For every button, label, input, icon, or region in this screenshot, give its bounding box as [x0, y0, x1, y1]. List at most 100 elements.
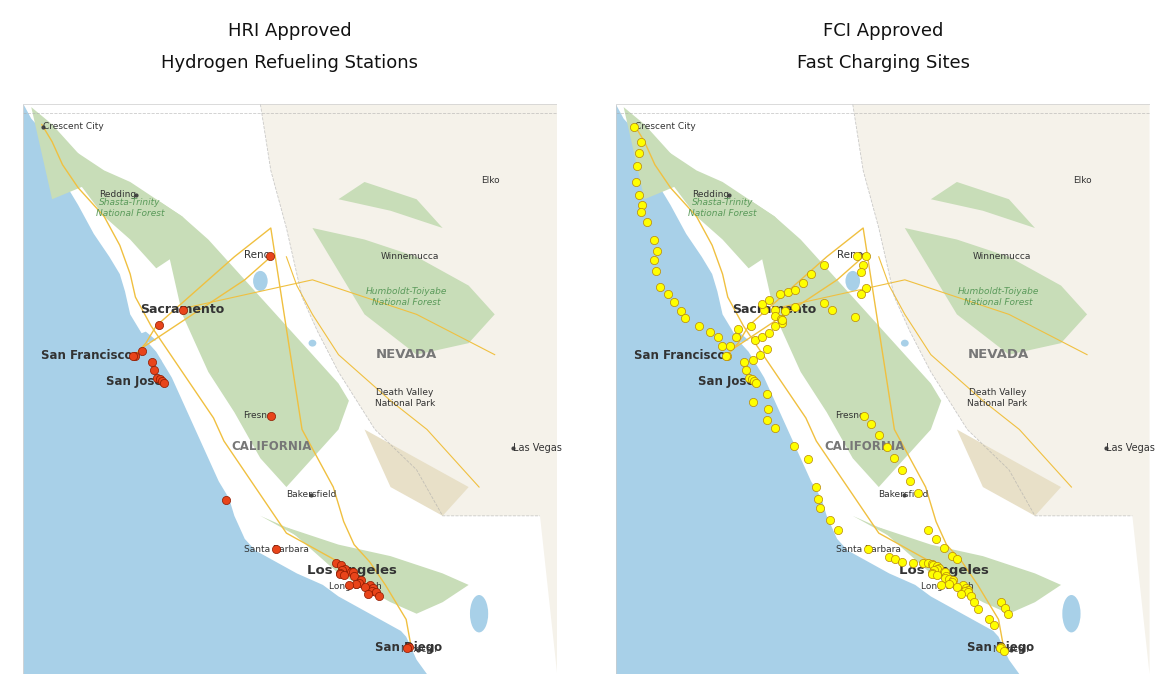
Text: Elko: Elko [1073, 176, 1092, 185]
Point [928, 564, 947, 575]
Point [676, 313, 694, 324]
Point [630, 147, 649, 158]
Point [929, 562, 948, 573]
Point [815, 297, 834, 309]
Point [708, 332, 727, 343]
Polygon shape [23, 104, 427, 674]
Point [778, 287, 796, 298]
Polygon shape [879, 528, 1062, 614]
Point [665, 296, 684, 307]
Point [262, 410, 280, 421]
Point [143, 356, 162, 367]
Text: CALIFORNIA: CALIFORNIA [231, 440, 312, 453]
Point [326, 557, 345, 569]
Text: Redding: Redding [692, 190, 728, 199]
Point [922, 567, 941, 578]
Point [735, 356, 754, 367]
Point [859, 543, 877, 555]
Polygon shape [130, 332, 156, 343]
Point [133, 345, 151, 357]
Polygon shape [616, 104, 1019, 674]
Point [740, 373, 759, 384]
Text: Mexicali: Mexicali [992, 646, 1029, 655]
Point [901, 476, 920, 487]
Point [990, 643, 1009, 654]
Text: Long Beach: Long Beach [328, 582, 381, 591]
Point [862, 418, 881, 430]
Point [924, 564, 943, 575]
Point [846, 311, 865, 322]
Point [936, 566, 955, 578]
Polygon shape [748, 199, 941, 487]
Point [794, 277, 813, 288]
Text: HRI Approved: HRI Approved [228, 22, 352, 40]
Point [144, 364, 163, 375]
Text: FCI Approved: FCI Approved [823, 22, 943, 40]
Point [765, 310, 784, 321]
Point [765, 423, 784, 434]
Point [752, 332, 771, 343]
Ellipse shape [901, 340, 909, 347]
Text: Shasta-Trinity
National Forest: Shasta-Trinity National Forest [96, 198, 164, 218]
Text: Los Angeles: Los Angeles [900, 564, 989, 577]
Point [962, 591, 981, 602]
Point [759, 404, 778, 415]
Point [935, 542, 954, 553]
Point [260, 250, 279, 261]
Point [367, 587, 386, 598]
Point [726, 332, 745, 343]
Point [331, 569, 350, 580]
Polygon shape [853, 104, 1150, 674]
Point [924, 559, 943, 571]
Text: San Francisco: San Francisco [633, 350, 725, 362]
Point [630, 190, 649, 201]
Point [964, 596, 983, 607]
Polygon shape [365, 430, 469, 516]
Point [991, 641, 1010, 653]
Point [760, 327, 779, 338]
Text: Humboldt-Toiyabe
National Forest: Humboldt-Toiyabe National Forest [958, 288, 1039, 306]
Point [940, 578, 958, 589]
Point [174, 304, 192, 316]
Point [991, 596, 1010, 607]
Text: San Diego: San Diego [967, 641, 1035, 653]
Point [821, 514, 840, 525]
Point [928, 560, 947, 571]
Ellipse shape [470, 595, 488, 632]
Text: Shasta-Trinity
National Forest: Shasta-Trinity National Forest [689, 198, 757, 218]
Text: Winnemucca: Winnemucca [380, 252, 439, 261]
Text: Hydrogen Refueling Stations: Hydrogen Refueling Stations [161, 54, 419, 72]
Point [344, 566, 362, 578]
Point [927, 570, 945, 581]
Point [690, 320, 708, 332]
Polygon shape [957, 430, 1062, 516]
Point [856, 250, 875, 261]
Point [914, 557, 933, 569]
Point [786, 285, 805, 296]
Text: Winnemucca: Winnemucca [972, 252, 1031, 261]
Text: Santa Barbara: Santa Barbara [836, 545, 901, 554]
Point [852, 267, 870, 278]
Point [960, 587, 978, 598]
Polygon shape [312, 228, 495, 354]
Polygon shape [260, 104, 557, 674]
Point [942, 550, 961, 562]
Text: Santa Barbara: Santa Barbara [244, 545, 308, 554]
Point [359, 589, 378, 600]
Point [869, 430, 888, 441]
Point [741, 320, 760, 332]
Point [954, 580, 972, 591]
Point [746, 335, 765, 346]
Point [760, 295, 779, 306]
Text: Las Vegas: Las Vegas [1106, 443, 1154, 454]
Point [822, 304, 841, 316]
Point [398, 643, 416, 654]
Point [854, 260, 873, 271]
Text: Humboldt-Toiyabe
National Forest: Humboldt-Toiyabe National Forest [366, 288, 447, 306]
Text: Death Valley
National Park: Death Valley National Park [375, 388, 435, 407]
Point [944, 575, 963, 586]
Point [751, 349, 769, 360]
Point [922, 559, 941, 570]
Point [747, 378, 766, 389]
Point [815, 260, 834, 271]
